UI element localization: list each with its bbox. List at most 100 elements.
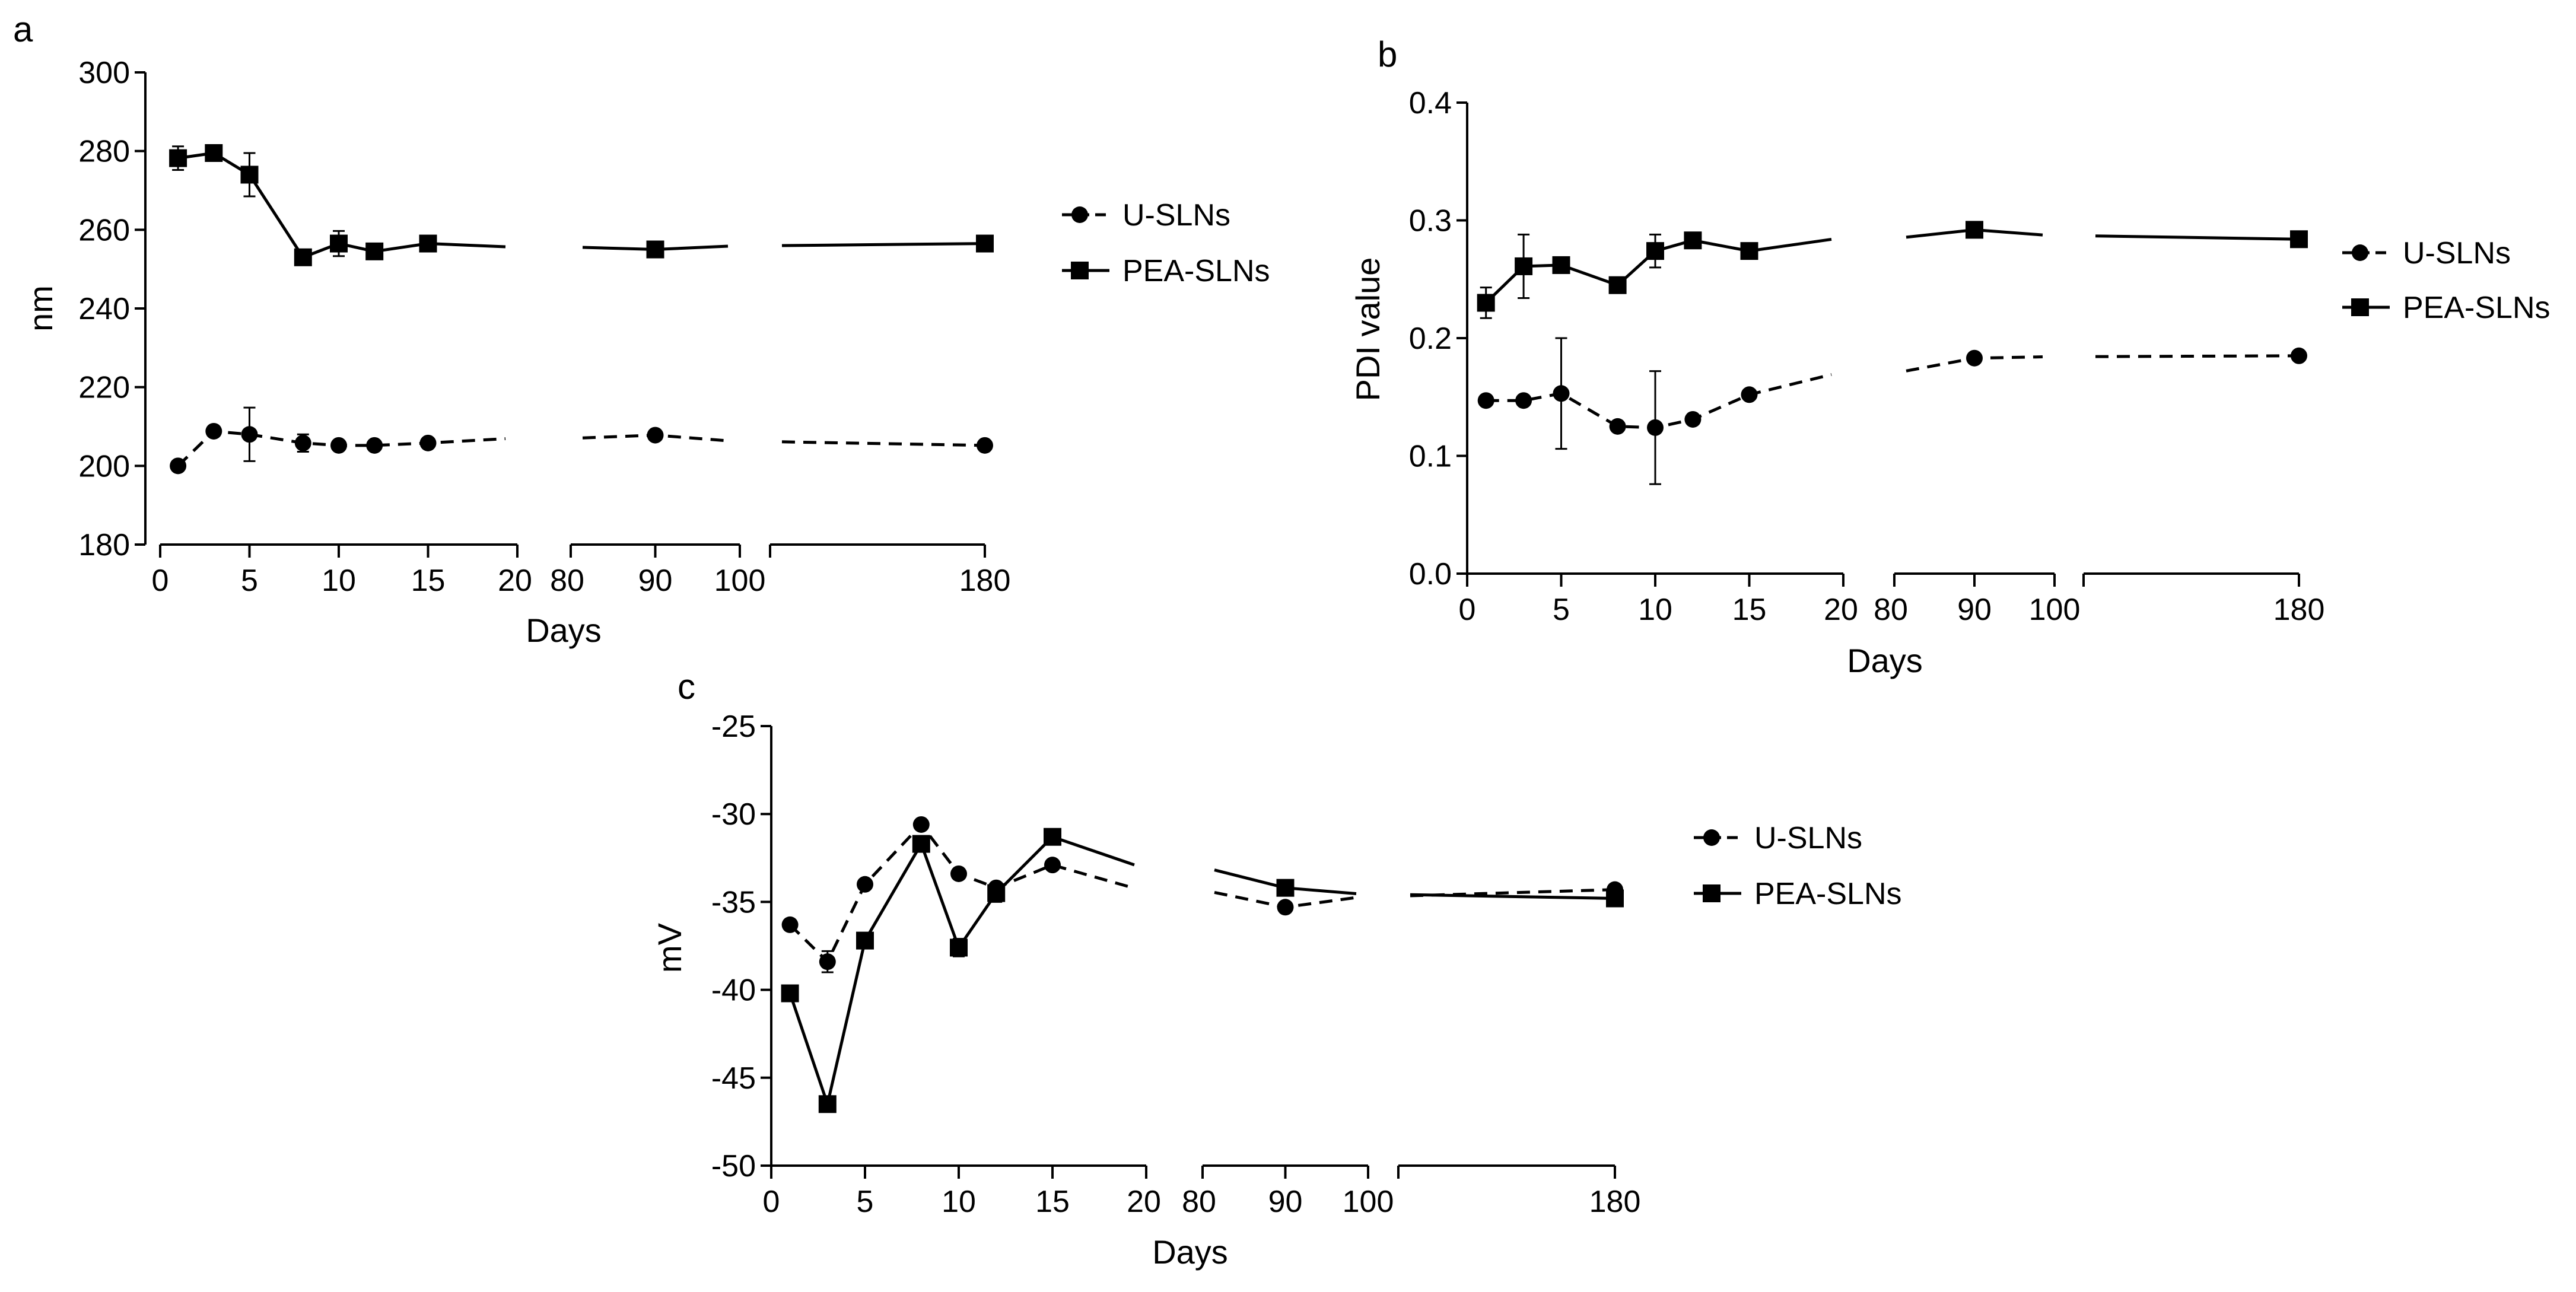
data-point-square bbox=[419, 234, 437, 253]
legend-marker-square bbox=[1703, 884, 1720, 902]
panel-a: a 180 200 220 240 260 280 300 0 5 10 15 20 80 90 100 180… bbox=[13, 9, 1270, 649]
series-u-slns bbox=[1477, 337, 2307, 485]
data-point-circle bbox=[1044, 857, 1061, 874]
series-pea-slns bbox=[169, 144, 994, 266]
x-tick-label: 20 bbox=[1824, 593, 1858, 627]
series-line bbox=[788, 835, 1615, 1110]
data-point-square bbox=[976, 234, 994, 253]
y-tick-label: -30 bbox=[711, 797, 756, 832]
x-tick-label: 90 bbox=[638, 564, 673, 598]
panel-c: c -50 -45 -40 -35 -30 -25 0 5 10 15 20 80 90 100 180 Day… bbox=[651, 667, 1902, 1271]
data-point-circle bbox=[1477, 392, 1494, 409]
x-tick-label: 100 bbox=[2029, 593, 2081, 627]
panel-letter: b bbox=[1378, 34, 1397, 74]
y-tick-label: 220 bbox=[78, 371, 130, 405]
series-u-slns bbox=[170, 406, 993, 475]
x-tick-label: 180 bbox=[1589, 1185, 1641, 1219]
y-tick-label: -45 bbox=[711, 1061, 756, 1096]
x-tick-label: 80 bbox=[550, 564, 584, 598]
data-point-circle bbox=[1609, 418, 1626, 435]
x-tick-label: 10 bbox=[942, 1185, 976, 1219]
y-tick-label: 0.3 bbox=[1409, 204, 1452, 238]
y-tick-label: -35 bbox=[711, 885, 756, 919]
y-tick-label: 0.0 bbox=[1409, 557, 1452, 591]
data-point-square bbox=[330, 234, 348, 253]
data-point-circle bbox=[912, 816, 930, 833]
data-point-square bbox=[169, 149, 187, 167]
data-point-circle bbox=[2291, 347, 2307, 364]
data-point-circle bbox=[950, 865, 967, 882]
x-tick-label: 15 bbox=[1035, 1185, 1070, 1219]
x-tick-label: 100 bbox=[1343, 1185, 1394, 1219]
series-line bbox=[177, 151, 985, 259]
x-axis-title: Days bbox=[1847, 642, 1923, 679]
data-point-circle bbox=[366, 437, 383, 454]
data-point-circle bbox=[1741, 386, 1758, 403]
data-point-circle bbox=[241, 426, 258, 443]
data-point-square bbox=[818, 1095, 837, 1113]
data-point-square bbox=[781, 984, 799, 1003]
x-tick-label: 0 bbox=[152, 564, 169, 598]
y-tick-label: -25 bbox=[711, 709, 756, 744]
data-point-square bbox=[646, 240, 664, 259]
series-line bbox=[1484, 228, 2300, 304]
legend-label: PEA-SLNs bbox=[1754, 877, 1902, 911]
x-tick-label: 5 bbox=[241, 564, 258, 598]
data-point-square bbox=[1552, 256, 1570, 274]
data-point-square bbox=[1966, 221, 1983, 239]
legend-marker-circle bbox=[1703, 829, 1720, 846]
data-point-square bbox=[365, 242, 384, 260]
x-tick-label: 10 bbox=[1638, 593, 1672, 627]
data-point-square bbox=[240, 166, 259, 184]
x-tick-label: 5 bbox=[1553, 593, 1570, 627]
x-axis-title: Days bbox=[526, 612, 602, 649]
x-tick-label: 90 bbox=[1268, 1185, 1303, 1219]
legend-label: PEA-SLNs bbox=[1122, 254, 1270, 288]
x-tick-label: 80 bbox=[1874, 593, 1908, 627]
y-tick-label: 300 bbox=[78, 56, 130, 90]
y-tick-label: 0.2 bbox=[1409, 322, 1452, 356]
x-tick-label: 15 bbox=[411, 564, 446, 598]
data-point-circle bbox=[1515, 392, 1532, 409]
series-pea-slns bbox=[781, 828, 1624, 1113]
panel-letter: c bbox=[678, 667, 695, 707]
panel-b: b 0.0 0.1 0.2 0.3 0.4 0 5 10 15 20 80 90 100 180 Days PD… bbox=[1349, 34, 2550, 679]
data-point-circle bbox=[857, 876, 873, 893]
data-point-square bbox=[2290, 230, 2308, 249]
legend-label: U-SLNs bbox=[1122, 198, 1230, 233]
data-point-circle bbox=[647, 427, 664, 444]
legend-marker-square bbox=[1071, 262, 1089, 279]
y-tick-label: 0.4 bbox=[1409, 86, 1452, 120]
data-point-circle bbox=[170, 457, 187, 475]
data-point-square bbox=[1740, 242, 1758, 260]
y-axis-title: PDI value bbox=[1349, 257, 1386, 402]
data-point-circle bbox=[1553, 385, 1570, 402]
x-axis-title: Days bbox=[1152, 1233, 1228, 1271]
series-u-slns bbox=[781, 816, 1623, 973]
legend-label: PEA-SLNs bbox=[2403, 291, 2550, 325]
data-point-circle bbox=[1966, 349, 1983, 367]
data-point-square bbox=[1044, 828, 1061, 846]
data-point-square bbox=[1608, 276, 1627, 294]
series-pea-slns bbox=[1477, 221, 2308, 319]
data-point-circle bbox=[1647, 419, 1664, 436]
legend: U-SLNs PEA-SLNs bbox=[1062, 198, 1270, 288]
data-point-circle bbox=[294, 434, 311, 451]
y-tick-label: 200 bbox=[78, 449, 130, 483]
data-point-square bbox=[205, 144, 223, 162]
data-point-circle bbox=[819, 953, 836, 970]
data-point-square bbox=[1684, 231, 1702, 250]
data-point-square bbox=[294, 248, 312, 266]
data-point-circle bbox=[781, 916, 799, 933]
data-point-square bbox=[1477, 294, 1495, 312]
data-point-circle bbox=[1277, 899, 1294, 916]
y-axis-title: nm bbox=[22, 285, 59, 332]
y-tick-label: -40 bbox=[711, 973, 756, 1008]
x-tick-label: 20 bbox=[1127, 1185, 1161, 1219]
data-point-square bbox=[1646, 242, 1664, 260]
legend: U-SLNs PEA-SLNs bbox=[1694, 821, 1902, 911]
legend-marker-circle bbox=[2352, 244, 2368, 261]
data-point-square bbox=[1276, 879, 1295, 897]
series-line bbox=[1486, 354, 2300, 429]
data-point-circle bbox=[205, 422, 222, 440]
